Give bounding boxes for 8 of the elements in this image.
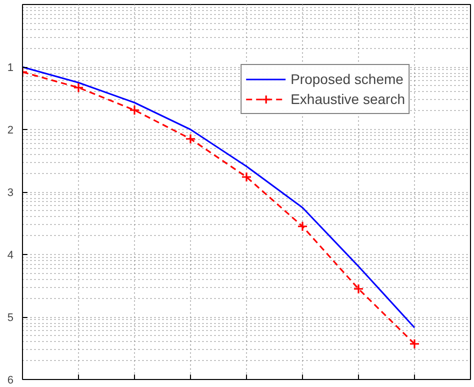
y-tick-label: 3 bbox=[7, 187, 14, 199]
y-tick-label: 6 bbox=[7, 374, 14, 386]
legend-label: Proposed scheme bbox=[290, 71, 404, 87]
y-tick-label: 1 bbox=[7, 62, 14, 74]
legend-label: Exhaustive search bbox=[290, 91, 405, 107]
y-tick-label: 2 bbox=[7, 124, 14, 136]
y-tick-label: 4 bbox=[7, 250, 14, 262]
y-tick-label: 5 bbox=[7, 312, 14, 324]
